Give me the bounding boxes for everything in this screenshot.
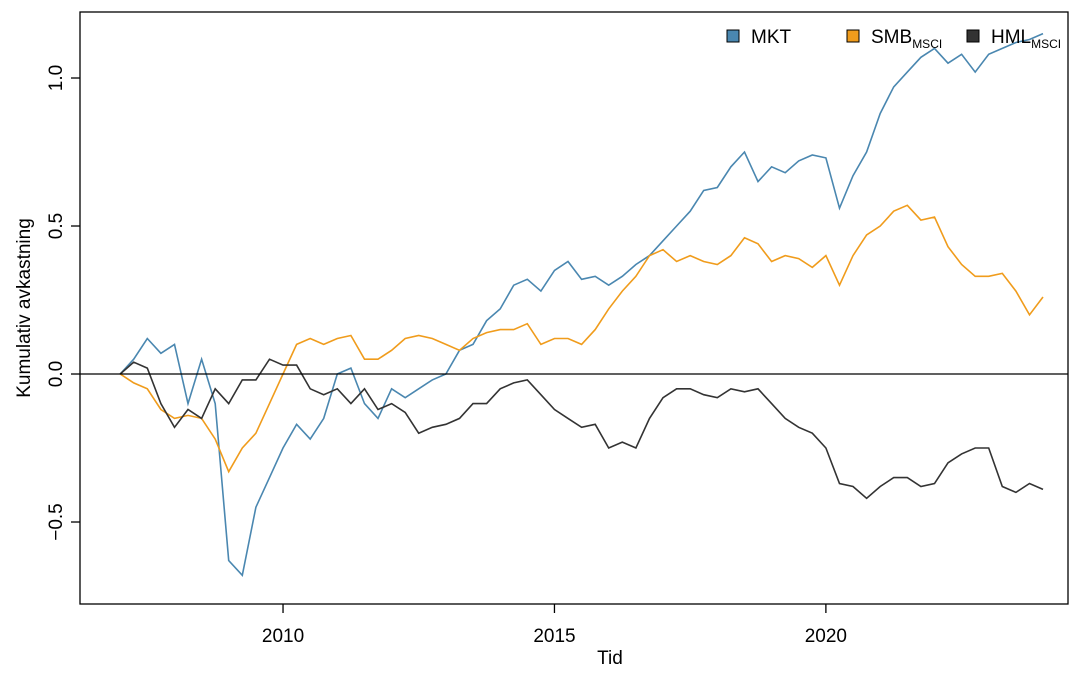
legend-subscript: MSCI bbox=[912, 37, 942, 51]
y-axis-label: Kumulativ avkastning bbox=[14, 218, 35, 398]
legend-subscript: MSCI bbox=[1031, 37, 1061, 51]
series-line bbox=[119, 32, 1044, 578]
plot-frame bbox=[79, 11, 1069, 605]
legend-swatch bbox=[966, 29, 980, 43]
x-tick-label: 2010 bbox=[262, 626, 304, 647]
x-tick-label: 2020 bbox=[805, 626, 847, 647]
legend-swatch bbox=[726, 29, 740, 43]
series-line bbox=[119, 358, 1044, 500]
legend-label: SMBMSCI bbox=[871, 27, 942, 51]
series-line bbox=[119, 204, 1044, 474]
legend-swatch bbox=[846, 29, 860, 43]
y-tick-label: 0.0 bbox=[46, 361, 67, 387]
legend-label: MKT bbox=[751, 27, 792, 48]
legend-name: HML bbox=[991, 27, 1031, 48]
y-tick-label: −0.5 bbox=[46, 503, 67, 541]
x-tick-label: 2015 bbox=[533, 626, 575, 647]
legend-label: HMLMSCI bbox=[991, 27, 1061, 51]
legend: MKT SMBMSCI HMLMSCI bbox=[726, 27, 1061, 51]
y-tick-label: 0.5 bbox=[46, 213, 67, 239]
x-axis-label: Tid bbox=[597, 648, 623, 669]
legend-name: MKT bbox=[751, 27, 792, 48]
y-tick-label: 1.0 bbox=[46, 65, 67, 91]
legend-name: SMB bbox=[871, 27, 912, 48]
